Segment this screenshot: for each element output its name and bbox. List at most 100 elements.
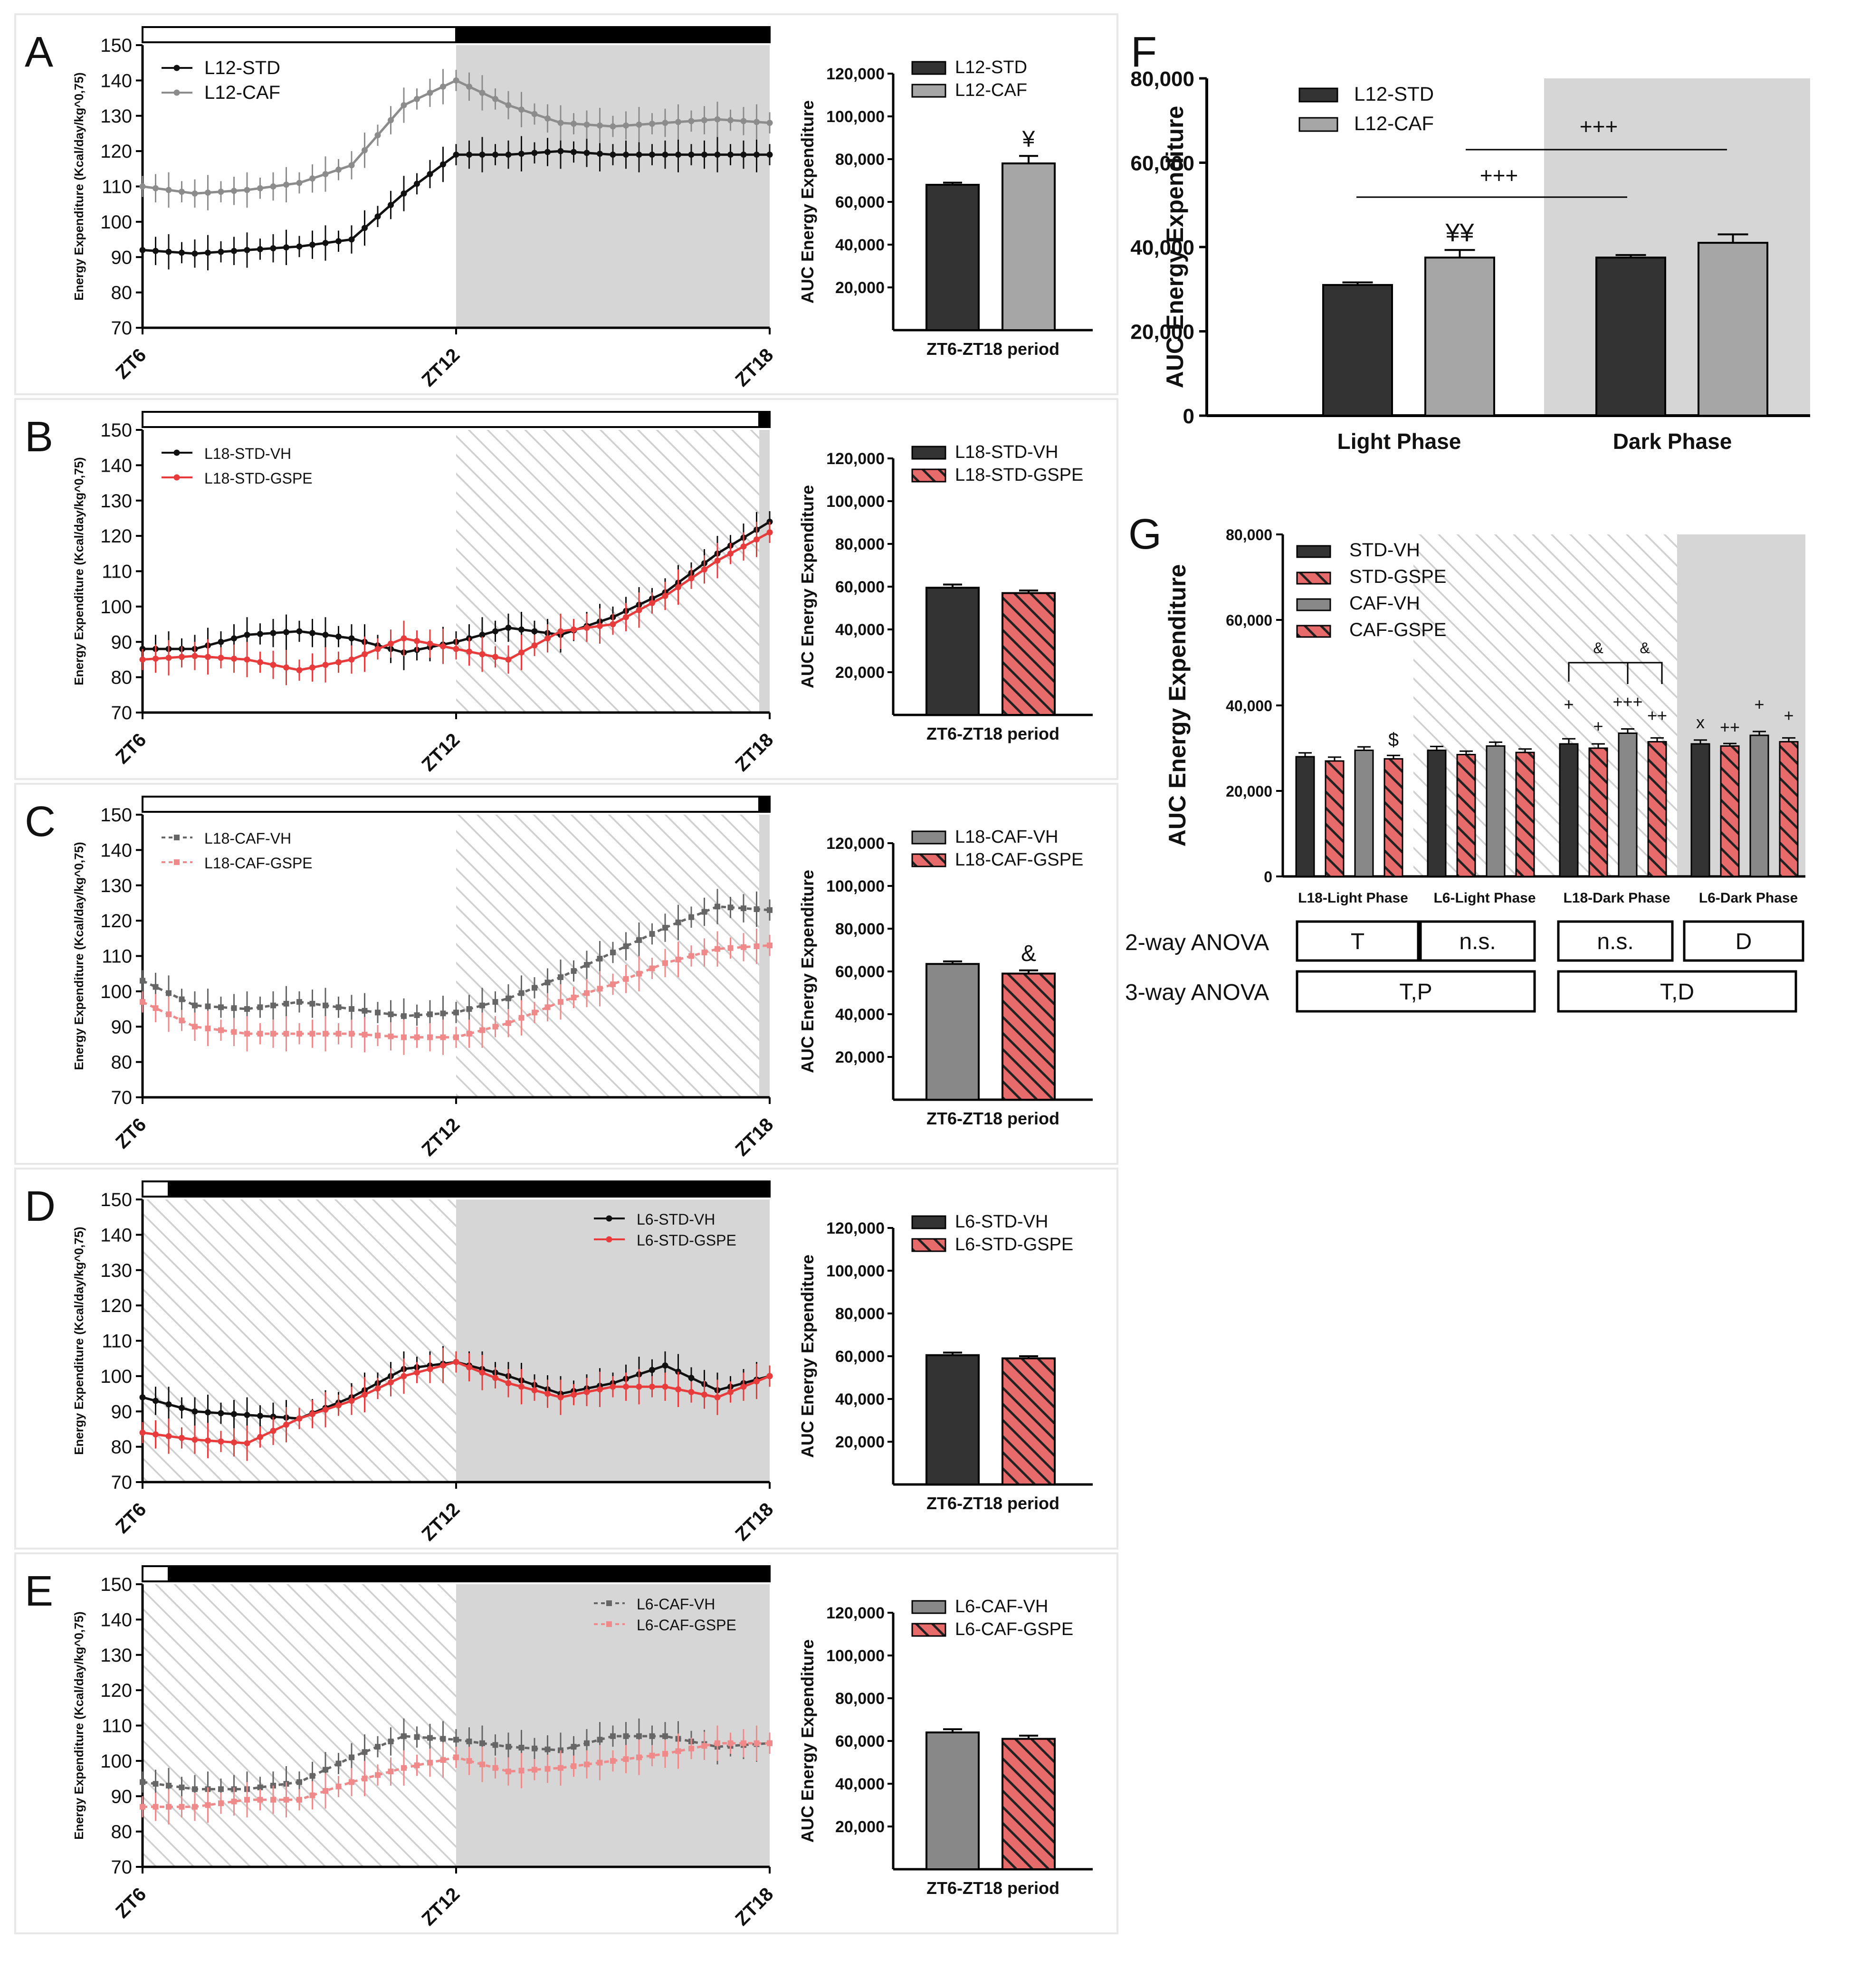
panel-letter-A: A — [25, 29, 53, 76]
data-point — [374, 1385, 381, 1392]
data-point — [283, 244, 289, 251]
data-point — [505, 625, 512, 631]
data-point — [192, 1786, 198, 1792]
data-point — [335, 238, 342, 245]
light-bar — [142, 796, 760, 813]
data-point — [506, 1769, 511, 1775]
data-point — [179, 654, 185, 660]
series-L18-CAF-GSPE: L18-CAF-GSPE — [140, 855, 773, 1055]
panel-letter-D: D — [25, 1183, 56, 1230]
data-point — [388, 1738, 394, 1744]
data-point — [453, 1009, 459, 1016]
data-point — [375, 1772, 381, 1778]
data-point — [348, 656, 355, 663]
auc-x-axis-label: ZT6-ZT18 period — [926, 339, 1059, 359]
data-point — [283, 1421, 289, 1428]
data-point — [283, 664, 289, 671]
panel-frame — [14, 1552, 1118, 1934]
legend-label: L18-STD-VH — [204, 445, 291, 462]
auc-y-tick-label: 40,000 — [835, 1775, 885, 1793]
data-point — [754, 152, 760, 158]
data-point — [140, 999, 145, 1005]
data-point — [518, 990, 525, 996]
data-point — [479, 631, 486, 638]
data-point — [479, 89, 486, 96]
anova-cell — [1557, 970, 1797, 1013]
data-point — [583, 121, 590, 128]
dark-phase-region — [759, 430, 770, 713]
legend-label: L12-CAF — [204, 82, 280, 103]
data-point — [506, 1744, 511, 1750]
data-point — [231, 1005, 237, 1011]
data-point — [362, 147, 368, 153]
auc-legend-swatch — [911, 853, 946, 867]
data-point — [348, 162, 355, 169]
data-point — [335, 633, 342, 640]
auc-y-axis-label: AUC Energy Expenditure — [798, 870, 817, 1073]
panel-letter-G: G — [1128, 511, 1162, 558]
data-point — [191, 250, 198, 257]
data-point — [506, 995, 511, 1001]
y-axis-label: Energy Expenditure (Kcal/day/kg^0,75) — [72, 457, 86, 685]
data-point — [218, 1004, 224, 1010]
data-point — [453, 646, 459, 652]
data-point — [440, 1010, 446, 1017]
data-point — [532, 1745, 537, 1751]
data-point — [466, 648, 472, 655]
data-point — [767, 942, 773, 949]
data-point — [414, 1369, 420, 1376]
y-tick-label: 80,000 — [1226, 526, 1272, 543]
data-point — [401, 1013, 407, 1019]
data-point — [532, 1767, 537, 1773]
anova-cell-text: T,D — [1660, 980, 1694, 1005]
y-tick-label: 0 — [1183, 405, 1194, 428]
legend-label: L6-CAF-VH — [637, 1596, 715, 1613]
y-tick-label: 110 — [102, 1716, 132, 1737]
y-tick-label: 80 — [111, 1822, 133, 1843]
x-tick-label: ZT12 — [418, 729, 464, 775]
data-point — [218, 1438, 224, 1445]
data-point — [440, 1757, 446, 1763]
y-axis-label: AUC Energy Expenditure — [1162, 106, 1188, 389]
data-point — [362, 651, 368, 657]
auc-legend-label: L6-CAF-VH — [955, 1597, 1048, 1617]
data-point — [727, 1389, 734, 1395]
data-point — [231, 188, 237, 194]
series-L18-CAF-VH: L18-CAF-VH — [140, 830, 773, 1034]
data-point — [322, 1407, 329, 1413]
legend-label: CAF-VH — [1349, 593, 1420, 614]
data-point — [466, 1738, 472, 1744]
legend-swatch — [1296, 545, 1331, 558]
legend-marker — [606, 1215, 612, 1222]
data-point — [362, 1749, 368, 1755]
data-point — [335, 1004, 342, 1010]
data-point — [257, 246, 263, 253]
auc-legend-swatch — [911, 1600, 946, 1614]
data-point — [231, 1439, 237, 1446]
data-point — [675, 956, 681, 962]
data-point — [675, 119, 681, 125]
data-point — [649, 1752, 655, 1759]
data-point — [165, 187, 172, 193]
data-point — [153, 1781, 159, 1787]
data-point — [688, 1375, 695, 1381]
auc-bar — [1002, 162, 1056, 331]
anova-cell-text: T,P — [1399, 980, 1432, 1005]
auc-legend-swatch — [911, 1215, 946, 1229]
data-point — [166, 1804, 172, 1810]
data-point — [257, 1784, 263, 1790]
data-point — [715, 904, 720, 910]
annotation-plus: +++ — [1480, 163, 1518, 188]
data-point — [466, 1364, 472, 1370]
panel-frame — [14, 13, 1118, 395]
data-point — [388, 640, 394, 647]
data-point — [139, 1394, 146, 1400]
data-point — [701, 566, 707, 573]
data-point — [440, 1362, 446, 1369]
auc-y-tick-label: 60,000 — [835, 963, 885, 981]
auc-annotation: & — [1021, 941, 1036, 966]
data-point — [139, 183, 146, 190]
y-tick-label: 100 — [100, 212, 132, 233]
legend-marker — [173, 449, 180, 456]
data-point — [584, 1740, 590, 1746]
